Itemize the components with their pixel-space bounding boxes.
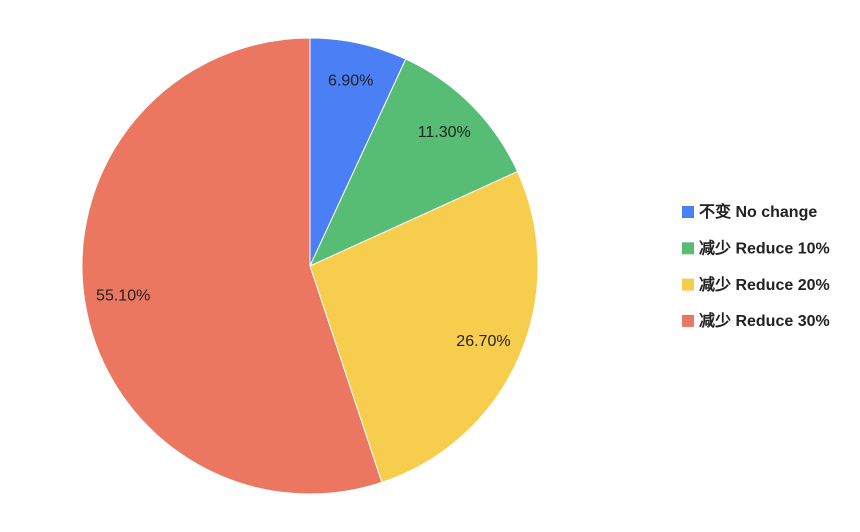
pie-slice — [309, 170, 539, 484]
legend-swatch — [682, 278, 694, 291]
legend-label: 减少 Reduce 10% — [699, 239, 830, 258]
data-label: 26.70% — [456, 333, 510, 350]
legend-label: 不变 No change — [699, 202, 817, 221]
pie-slice — [308, 58, 519, 268]
data-label: 6.90% — [328, 72, 373, 89]
legend-swatch — [682, 206, 694, 218]
data-label: 55.10% — [96, 287, 150, 304]
legend-label: 减少 Reduce 20% — [699, 275, 830, 294]
legend-label: 减少 Reduce 30% — [699, 311, 830, 330]
legend-swatch — [682, 314, 694, 327]
legend-swatch — [682, 242, 694, 255]
data-label: 11.30% — [418, 124, 471, 141]
pie-slice — [81, 37, 383, 495]
